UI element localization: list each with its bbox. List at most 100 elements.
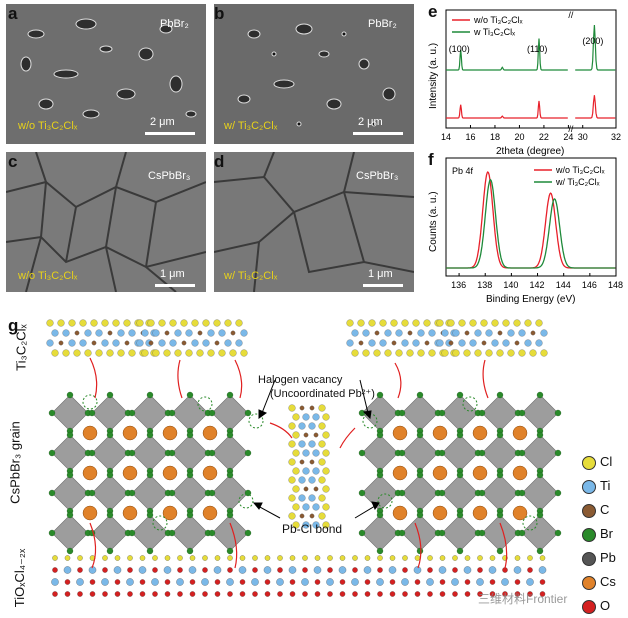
atom-ti [302, 521, 310, 529]
atom-cl [77, 555, 83, 561]
atom-cl [288, 512, 296, 520]
annotation-uncoordinated-pb: (Uncoordinated Pb²⁺) [270, 388, 375, 400]
atom-br [88, 489, 96, 497]
atom-cl [318, 458, 326, 466]
atom-o [377, 591, 383, 597]
atom-o [302, 591, 308, 597]
atom-cs [472, 465, 488, 481]
legend-label-o: O [600, 598, 611, 613]
atom-ti [452, 329, 460, 337]
atom-o [114, 591, 121, 597]
pbbr6-octahedron [131, 434, 169, 472]
atom-ti [276, 578, 284, 586]
atom-br [438, 449, 446, 457]
atom-br [128, 449, 136, 457]
atom-o [339, 591, 346, 597]
atom-br [376, 511, 384, 519]
atom-br [496, 547, 504, 555]
atom-o [502, 591, 508, 597]
atom-ti [441, 329, 449, 337]
atom-br [186, 431, 194, 439]
atom-o [277, 591, 283, 597]
atom-ti [469, 339, 477, 347]
atom-cl [252, 555, 258, 561]
atom-ti [302, 449, 310, 457]
atom-br [536, 547, 544, 555]
scale-text-b: 2 μm [358, 116, 383, 128]
atom-c [230, 330, 236, 336]
atom-cl [414, 555, 421, 561]
atom-cl [152, 349, 160, 357]
atom-o [227, 567, 233, 573]
atom-cl [139, 555, 146, 561]
atom-cl [364, 555, 371, 561]
atom-cl [185, 349, 193, 357]
atom-cl [513, 319, 521, 327]
atom-c [91, 340, 97, 346]
atom-cl [377, 555, 383, 561]
atom-ti [302, 503, 310, 511]
atom-br [186, 511, 194, 519]
atom-br [456, 391, 464, 399]
atom-o [89, 579, 96, 585]
atom-cl [540, 349, 548, 357]
atom-cl [480, 319, 488, 327]
pbbr6-octahedron [441, 514, 479, 552]
atom-ti [326, 578, 334, 586]
atom-cl [318, 494, 326, 502]
atom-cs [82, 425, 98, 441]
atom-ti [538, 566, 547, 574]
atom-ti [362, 329, 370, 337]
atom-br [376, 471, 384, 479]
peak-label: (100) [449, 44, 470, 54]
atom-o [427, 591, 433, 597]
atom-c [391, 340, 397, 346]
atom-cl [439, 555, 446, 561]
atom-cl [318, 404, 326, 412]
scale-bar-a [145, 132, 195, 135]
atom-ti [136, 339, 144, 347]
atom-br [536, 391, 544, 399]
row-label-top: Ti₃C₂Clₓ [13, 324, 29, 371]
atom-o [452, 567, 458, 573]
sem-image-d [214, 152, 414, 292]
atom-br [456, 431, 464, 439]
atom-cl [114, 555, 121, 561]
row-label-bot: TiOₓCl₄₋₂ₓ [12, 548, 27, 608]
atom-ti [251, 578, 259, 586]
atom-cl [292, 521, 300, 529]
atom-br [88, 409, 96, 417]
atom-c [374, 330, 380, 336]
atom-cl [152, 555, 158, 561]
scale-bar-d [363, 284, 403, 287]
legend-swatch-ti [582, 480, 596, 494]
atom-br [416, 471, 424, 479]
atom-ti [308, 422, 316, 430]
atom-cl [147, 319, 155, 327]
atom-br [456, 471, 464, 479]
atom-ti [79, 339, 87, 347]
atom-o [402, 591, 408, 597]
atom-br [478, 409, 486, 417]
atom-ti [126, 578, 134, 586]
atom-ti [312, 413, 320, 421]
atom-cl [288, 494, 296, 502]
atom-c [407, 330, 413, 336]
atom-cl [318, 476, 326, 484]
atom-o [202, 567, 208, 573]
atom-c [358, 340, 364, 346]
atom-cl [327, 555, 333, 561]
atom-o [264, 591, 271, 597]
mxene-layer-top [46, 319, 548, 357]
atom-ti [68, 339, 76, 347]
atom-cs [162, 425, 178, 441]
atom-cl [288, 476, 296, 484]
xps-annotation: Pb 4f [452, 166, 474, 176]
pbbr6-octahedron [131, 474, 169, 512]
pbbr6-octahedron [521, 434, 559, 472]
pbbr6-octahedron [441, 474, 479, 512]
atom-o [314, 579, 321, 585]
halogen-vacancies [82, 394, 538, 531]
atom-cl [412, 319, 420, 327]
atom-o [527, 567, 533, 573]
